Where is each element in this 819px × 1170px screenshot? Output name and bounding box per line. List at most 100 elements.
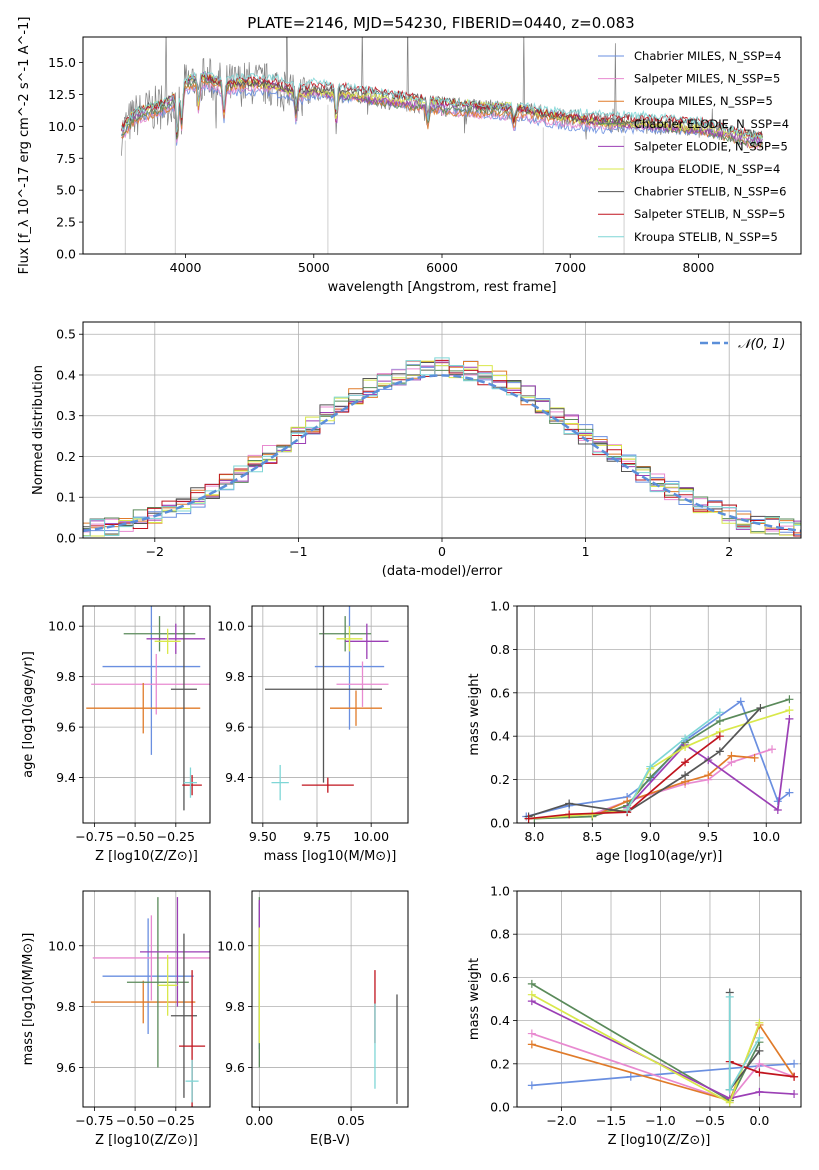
- x-tick-label: −0.5: [695, 1113, 725, 1128]
- x-tick-label: 0.0: [749, 1113, 769, 1128]
- legend-label: Salpeter MILES, N_SSP=5: [634, 72, 780, 86]
- weight-marker: [755, 1068, 764, 1077]
- weight-marker: [681, 771, 690, 780]
- x-tick-label: −1.0: [645, 1113, 675, 1128]
- histogram-steps-4: [83, 361, 801, 536]
- weight-line-8: [626, 711, 721, 811]
- weight-line-4: [531, 1000, 795, 1100]
- x-tick-label: 10.0: [752, 829, 780, 844]
- x-tick-label: 0.05: [337, 1113, 365, 1128]
- y-axis-label: mass [log10(M/M⊙)]: [21, 933, 36, 1066]
- plot-area: [83, 357, 801, 537]
- age-vs-metallicity-panel: −0.75 −0.50 −0.25 9.4 9.6 9.8 10.0 Z [log10(Z/Z…: [21, 605, 211, 864]
- weight-marker: [725, 1085, 734, 1094]
- grid-lines: [83, 891, 210, 1107]
- weight-marker: [715, 717, 724, 726]
- x-tick-label: 10.00: [353, 829, 389, 844]
- y-tick-label: 9.6: [225, 720, 245, 735]
- weight-marker: [785, 788, 794, 797]
- y-tick-label: 15.0: [48, 55, 76, 70]
- y-tick-label: 0.3: [56, 408, 76, 423]
- x-tick-label: −0.75: [75, 1113, 113, 1128]
- x-tick-label: 6000: [426, 260, 458, 275]
- y-tick-label: 0.0: [56, 247, 76, 262]
- errorbar-point-3: [123, 616, 196, 652]
- histogram-steps-3: [83, 364, 801, 535]
- mass-weight-vs-metallicity-panel: −2.0 −1.5 −1.0 −0.5 0.0 0.0 0.2 0.4 0.6 0.8 1.0 Z […: [467, 884, 802, 1148]
- x-tick-label: 9.5: [698, 829, 718, 844]
- weight-marker: [527, 1040, 536, 1049]
- histogram-steps-8: [83, 357, 801, 537]
- x-tick-label: −0.50: [116, 1113, 154, 1128]
- y-tick-label: 9.4: [225, 770, 245, 785]
- x-tick-label: −0.25: [157, 1113, 195, 1128]
- weight-line-6: [728, 992, 761, 1093]
- errorbar-point-8: [271, 764, 289, 801]
- errorbar-point-8: [185, 1059, 199, 1103]
- axes-frame: [82, 605, 211, 824]
- plot-area: [527, 979, 799, 1107]
- y-tick-label: 1.0: [490, 884, 510, 899]
- weight-marker: [646, 773, 655, 782]
- x-axis-label: E(B-V): [310, 1133, 350, 1148]
- legend-label: Salpeter ELODIE, N_SSP=5: [634, 139, 788, 153]
- spectrum-panel: 4000 5000 6000 7000 8000 0.0 2.5 5.0 7.5 10.0 12.5…: [17, 17, 802, 295]
- errorbar-point-4: [139, 897, 210, 1007]
- weight-marker: [755, 1087, 764, 1096]
- weight-marker: [756, 703, 765, 712]
- model-spectrum-line-8: [121, 70, 763, 140]
- errorbar-point-6: [265, 606, 382, 783]
- x-axis-label: Z [log10(Z/Z⊙)]: [95, 1133, 198, 1148]
- legend-label: Kroupa ELODIE, N_SSP=4: [634, 162, 780, 176]
- x-tick-label: 8.0: [524, 829, 544, 844]
- weight-marker: [681, 758, 690, 767]
- y-tick-label: 2.5: [56, 215, 76, 230]
- y-tick-label: 0.4: [56, 367, 76, 382]
- x-axis-label: mass [log10(M/M⊙)]: [264, 849, 397, 864]
- y-tick-label: 9.8: [56, 669, 76, 684]
- y-axis-label: mass weight: [467, 673, 482, 755]
- weight-marker: [785, 714, 794, 723]
- axes-frame: [82, 890, 211, 1108]
- weight-marker: [527, 979, 536, 988]
- weight-marker: [785, 706, 794, 715]
- reference-legend-label: 𝒩(0, 1): [738, 337, 785, 352]
- residual-histogram-panel: −2 −1 0 1 2 0.0 0.1 0.2 0.3 0.4 0.5 (data-model)/er…: [31, 321, 802, 579]
- y-axis-label: Flux [f_λ 10^-17 erg cm^-2 s^-1 A^-1]: [17, 17, 32, 275]
- axes-frame: [82, 321, 802, 539]
- errorbar-point-2: [330, 690, 382, 726]
- x-tick-label: −1.5: [596, 1113, 626, 1128]
- errorbar-point-6: [170, 606, 197, 811]
- axes-frame: [516, 605, 802, 824]
- x-tick-label: 9.0: [640, 829, 660, 844]
- errorbar-point-3: [319, 616, 372, 652]
- axes-frame: [251, 605, 409, 824]
- y-tick-label: 10.0: [48, 938, 76, 953]
- weight-marker: [736, 697, 745, 706]
- errorbar-point-0: [102, 918, 194, 1034]
- age-vs-mass-panel: 9.50 9.75 10.00 9.4 9.6 9.8 10.0 mass [log10(M/…: [217, 605, 409, 864]
- y-tick-label: 0.2: [490, 1056, 510, 1071]
- y-tick-label: 9.6: [225, 1060, 245, 1075]
- weight-marker: [773, 805, 782, 814]
- y-tick-label: 0.5: [56, 327, 76, 342]
- y-tick-label: 9.4: [56, 770, 76, 785]
- weight-marker: [681, 743, 690, 752]
- errorbar-point-3: [126, 897, 189, 1068]
- weight-marker: [725, 992, 734, 1001]
- weight-marker: [623, 805, 632, 814]
- y-axis-label: mass weight: [467, 958, 482, 1040]
- y-tick-label: 9.8: [225, 669, 245, 684]
- mass-vs-metallicity-panel: −0.75 −0.50 −0.25 9.6 9.8 10.0 Z [log10(Z/Z⊙)]…: [21, 890, 211, 1148]
- y-tick-label: 0.0: [490, 816, 510, 831]
- axes-frame: [516, 890, 802, 1108]
- weight-line-8: [728, 996, 761, 1093]
- weight-line-5: [531, 993, 761, 1104]
- weight-marker: [755, 1059, 764, 1068]
- y-axis-label: Normed distribution: [31, 365, 46, 495]
- weight-marker: [790, 1090, 799, 1099]
- plot-area: [121, 37, 763, 254]
- x-axis-label: Z [log10(Z/Z⊙)]: [608, 1133, 711, 1148]
- x-tick-label: −1: [289, 544, 307, 559]
- weight-marker: [704, 771, 713, 780]
